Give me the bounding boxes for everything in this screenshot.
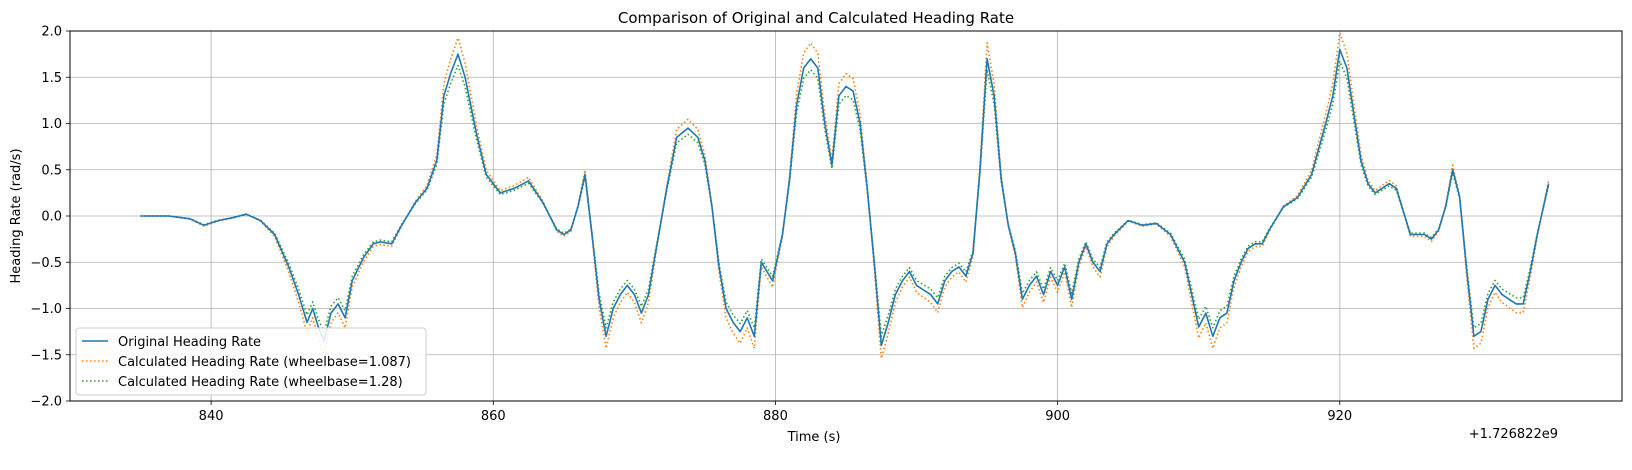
y-tick-label: 0.5: [41, 163, 62, 178]
x-tick-label: 900: [1045, 409, 1070, 424]
legend-box: [75, 327, 427, 396]
x-tick-label: 840: [199, 409, 224, 424]
y-tick-label: −1.0: [30, 302, 62, 317]
legend-label-original: Original Heading Rate: [118, 335, 261, 350]
legend-label-wheelbase-1087: Calculated Heading Rate (wheelbase=1.087…: [118, 355, 411, 370]
y-tick-label: −1.5: [30, 348, 62, 363]
y-axis-label: Heading Rate (rad/s): [9, 148, 24, 283]
legend-label-wheelbase-128: Calculated Heading Rate (wheelbase=1.28): [118, 375, 403, 390]
y-tick-label: 1.0: [41, 117, 62, 132]
x-tick-label: 880: [763, 409, 788, 424]
y-tick-label: −2.0: [30, 395, 62, 410]
chart-title: Comparison of Original and Calculated He…: [618, 9, 1014, 27]
y-tick-label: −0.5: [30, 256, 62, 271]
y-axis-ticks: −2.0 −1.5 −1.0 −0.5 0.0 0.5 1.0 1.5 2.0: [30, 25, 70, 410]
legend: Original Heading Rate Calculated Heading…: [75, 327, 427, 396]
x-axis-ticks: 840 860 880 900 920: [199, 401, 1352, 424]
series-line-0: [140, 48, 1550, 347]
series-line-2: [140, 60, 1550, 338]
x-axis-label: Time (s): [787, 430, 841, 445]
x-offset-label: +1.726822e9: [1469, 427, 1558, 442]
y-tick-label: 2.0: [41, 25, 62, 40]
series-line-1: [140, 31, 1550, 360]
series-layer: [140, 31, 1550, 360]
y-tick-label: 1.5: [41, 71, 62, 86]
y-tick-label: 0.0: [41, 210, 62, 225]
x-tick-label: 860: [481, 409, 506, 424]
x-tick-label: 920: [1327, 409, 1352, 424]
